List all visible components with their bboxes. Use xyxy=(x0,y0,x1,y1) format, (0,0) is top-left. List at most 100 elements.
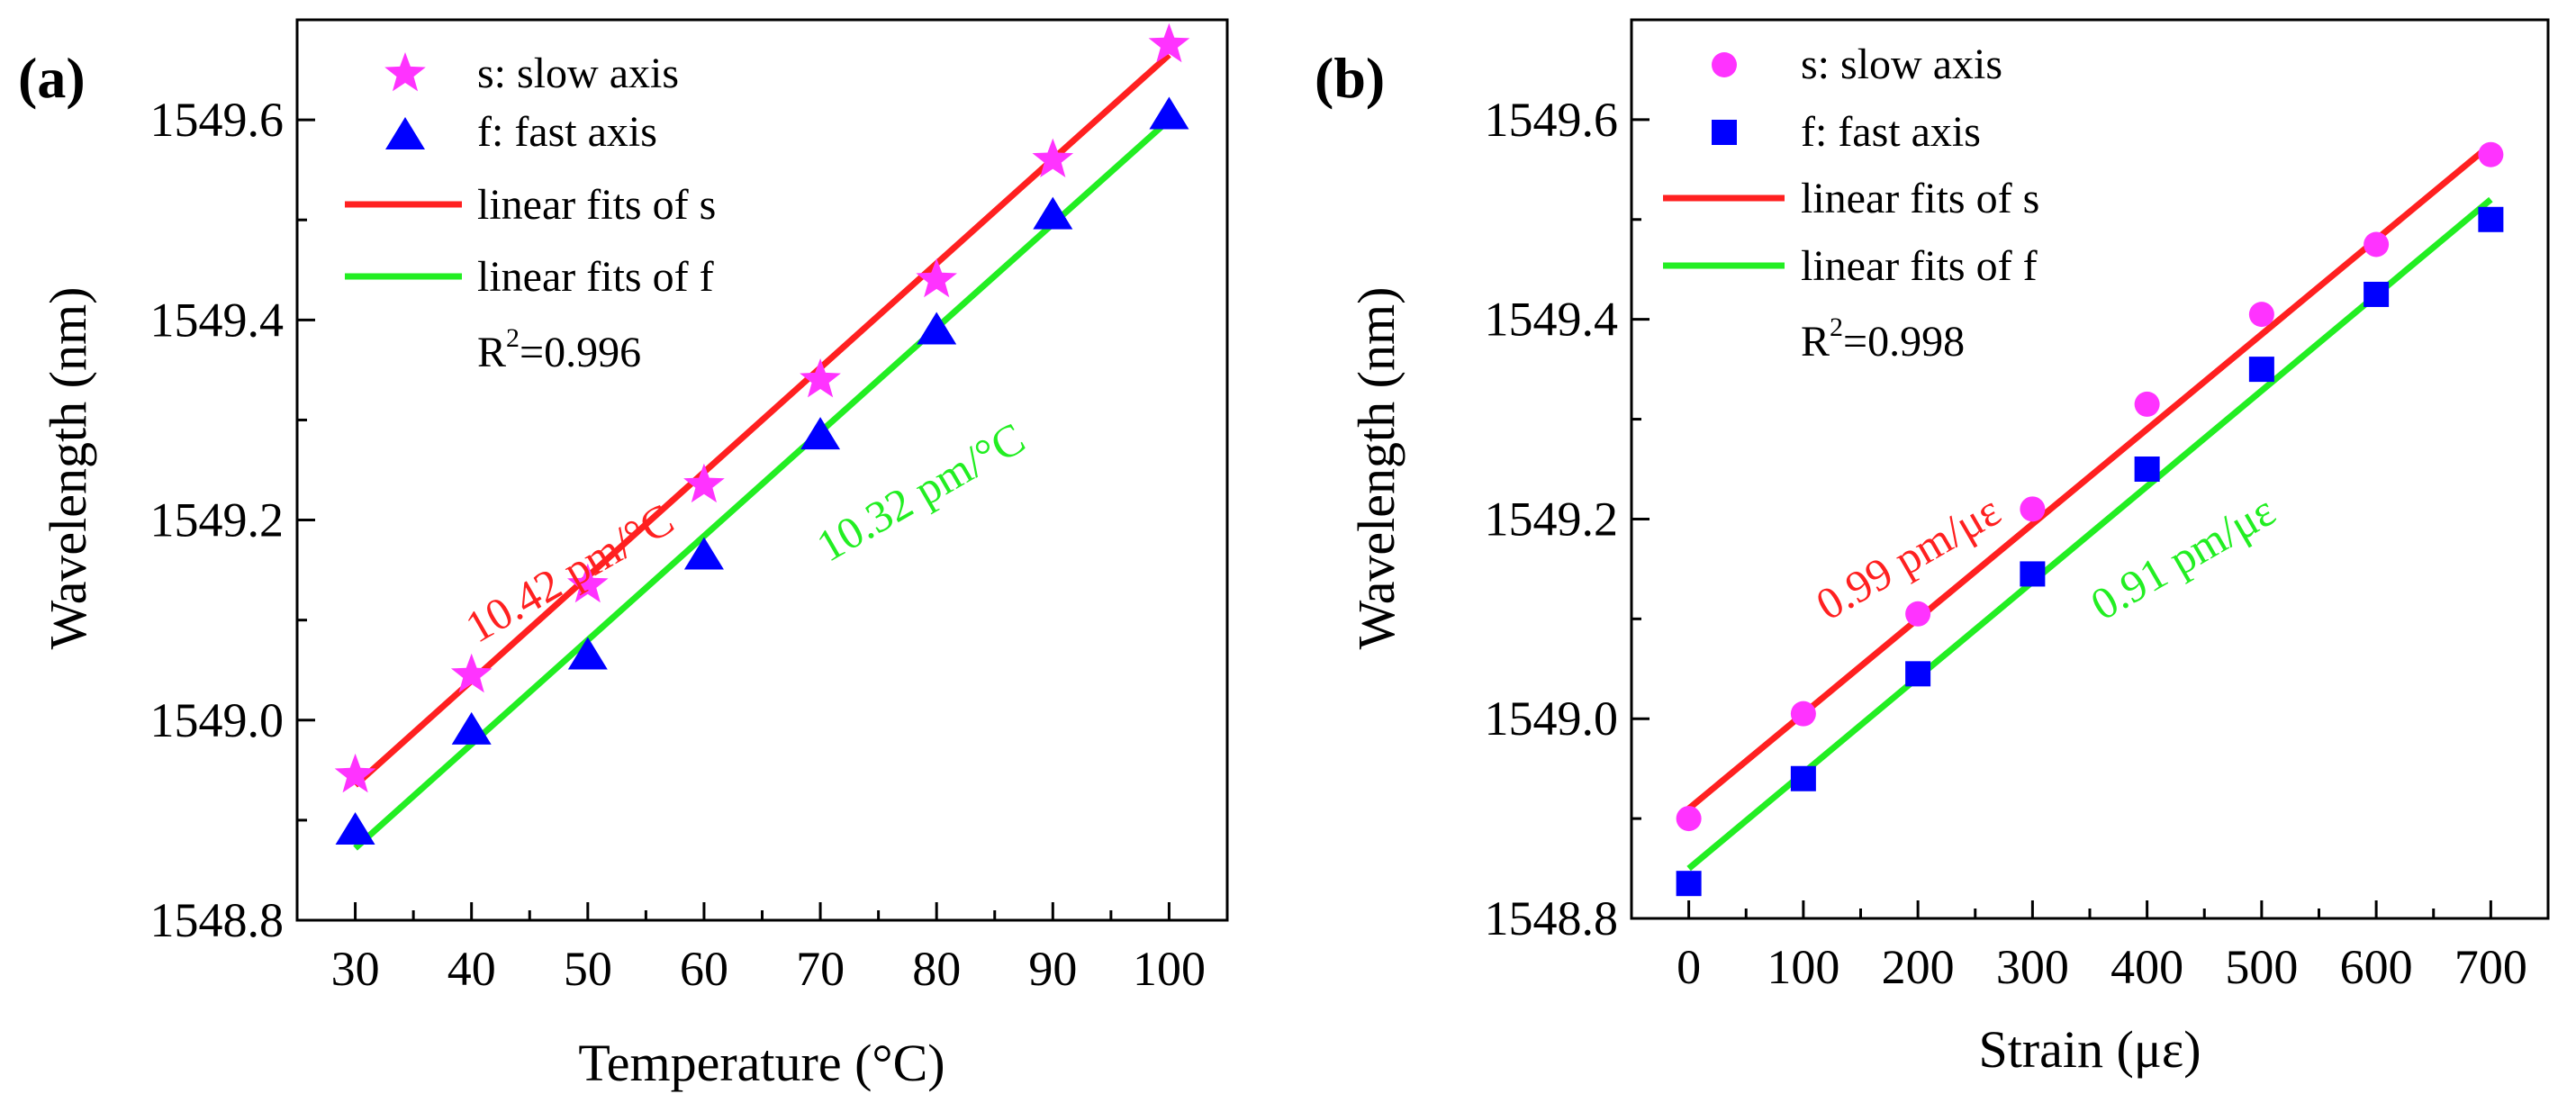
panel-a: (a) 1548.8 1549.0 1549.2 1549.4 1549.6 30 40 5… xyxy=(18,18,1229,1092)
panel-a-y-tick-label: 1549.4 xyxy=(150,293,285,347)
panel-b-fit-line-f xyxy=(1686,196,2493,872)
panel-a-fast-marker xyxy=(567,637,608,670)
panel-b-x-ticks: 0 100 200 300 400 500 600 700 xyxy=(1630,900,2550,994)
panel-b-slow-marker xyxy=(2248,302,2274,328)
panel-b-fast-marker xyxy=(1905,661,1931,687)
panel-a-fast-marker xyxy=(800,417,841,450)
panel-a-slow-marker xyxy=(916,258,957,298)
panel-a-legend: s: slow axis f: fast axis linear fits of… xyxy=(345,50,716,376)
panel-b-y-tick-label: 1548.8 xyxy=(1485,891,1619,945)
panel-b-label: (b) xyxy=(1315,46,1385,110)
panel-b-y-ticks: 1548.8 1549.0 1549.2 1549.4 1549.6 xyxy=(1485,93,1650,945)
panel-a-slow-marker xyxy=(1032,138,1074,177)
panel-a-fit-line-s xyxy=(353,52,1171,788)
panel-a-x-tick-label: 100 xyxy=(1133,942,1206,996)
panel-b-slope-f-annotation: 0.91 pm/με xyxy=(2083,484,2283,629)
panel-a-x-axis-title: Temperature (°C) xyxy=(578,1034,945,1092)
panel-a-x-tick-label: 90 xyxy=(1028,942,1077,996)
panel-b-slow-marker xyxy=(1676,806,1702,832)
panel-a-fast-marker xyxy=(451,711,492,745)
panel-a-slow-marker xyxy=(334,753,376,793)
panel-a-x-tick-label: 70 xyxy=(796,942,845,996)
panel-a-r2-sup: 2 xyxy=(506,323,520,353)
panel-b-x-tick-label: 600 xyxy=(2340,940,2413,994)
panel-a-r2-letter: R xyxy=(477,329,506,376)
panel-b: (b) 1548.8 1549.0 1549.2 1549.4 1549.6 0 100 2… xyxy=(1315,18,2550,1079)
panel-a-legend-slow-marker xyxy=(384,52,426,92)
panel-a-markers xyxy=(334,23,1190,845)
panel-b-x-tick-label: 700 xyxy=(2454,940,2527,994)
panel-b-fast-marker xyxy=(1676,871,1702,897)
panel-a-y-tick-label: 1548.8 xyxy=(150,893,285,947)
panel-b-legend-fit-f-label: linear fits of f xyxy=(1801,242,2038,290)
panel-b-fit-line-s xyxy=(1686,141,2493,811)
panel-a-fast-marker xyxy=(917,312,957,345)
panel-a-slow-marker xyxy=(567,563,609,603)
panel-b-slow-marker xyxy=(2134,391,2160,417)
panel-a-x-tick-label: 50 xyxy=(564,942,612,996)
panel-a-slow-marker xyxy=(450,653,493,693)
panel-b-slow-marker xyxy=(2478,141,2504,167)
panel-a-fast-marker xyxy=(1033,196,1073,230)
panel-b-slow-marker xyxy=(1905,601,1931,627)
panel-b-legend-square-mark xyxy=(1712,120,1737,145)
panel-a-fast-marker xyxy=(683,537,724,570)
panel-a-slow-marker xyxy=(1148,23,1190,63)
panel-a-plot-frame xyxy=(295,18,1229,922)
panel-a-y-ticks: 1548.8 1549.0 1549.2 1549.4 1549.6 xyxy=(150,93,315,947)
panel-a-x-ticks: 30 40 50 60 70 80 90 100 xyxy=(295,902,1229,996)
panel-b-r2: R2=0.998 xyxy=(1801,312,1965,366)
panel-b-x-tick-label: 200 xyxy=(1882,940,1955,994)
panel-b-r2-letter: R xyxy=(1801,318,1830,366)
panel-b-fit-lines xyxy=(1686,141,2493,872)
panel-b-x-tick-label: 400 xyxy=(2111,940,2183,994)
panel-b-legend-fast-marker xyxy=(1712,120,1737,145)
panel-b-slow-marker xyxy=(2020,496,2046,522)
panel-b-slow-marker xyxy=(1790,701,1816,727)
panel-a-r2-value: =0.996 xyxy=(520,329,641,376)
panel-b-legend-fit-s-label: linear fits of s xyxy=(1801,175,2039,222)
panel-b-y-tick-label: 1549.4 xyxy=(1485,293,1619,347)
panel-a-fit-lines xyxy=(353,52,1171,851)
panel-b-fast-marker xyxy=(2364,281,2390,307)
panel-b-fast-marker xyxy=(2020,561,2046,587)
panel-a-slope-s-annotation: 10.42 pm/°C xyxy=(457,493,682,653)
panel-b-fast-marker xyxy=(2248,357,2274,383)
panel-a-legend-fit-f-label: linear fits of f xyxy=(477,253,714,301)
panel-a-x-tick-label: 80 xyxy=(912,942,961,996)
panel-a-legend-star-mark xyxy=(384,52,426,92)
panel-a-x-tick-label: 60 xyxy=(680,942,728,996)
panel-b-x-axis-title: Strain (με) xyxy=(1978,1020,2201,1079)
panel-b-fast-marker xyxy=(2478,206,2504,232)
panel-b-fast-marker xyxy=(2134,457,2160,482)
panel-a-x-tick-label: 40 xyxy=(447,942,496,996)
panel-a-y-tick-label: 1549.2 xyxy=(150,493,285,547)
panel-b-slow-marker xyxy=(2364,231,2390,258)
panel-b-legend-circle-mark xyxy=(1712,52,1737,77)
panel-a-legend-fast-label: f: fast axis xyxy=(477,108,657,156)
panel-a-fast-marker xyxy=(1149,96,1189,130)
panel-b-fast-marker xyxy=(1790,765,1816,791)
panel-b-y-axis-title: Wavelength (nm) xyxy=(1347,287,1406,650)
panel-b-x-tick-label: 100 xyxy=(1767,940,1839,994)
panel-a-legend-fast-marker xyxy=(385,117,425,149)
panel-a-fit-line-f xyxy=(353,117,1171,851)
panel-a-y-tick-label: 1549.0 xyxy=(150,693,285,747)
panel-b-x-tick-label: 500 xyxy=(2225,940,2298,994)
panel-b-legend-fast-label: f: fast axis xyxy=(1801,108,1981,156)
panel-b-y-tick-label: 1549.2 xyxy=(1485,492,1619,546)
panel-a-y-tick-label: 1549.6 xyxy=(150,93,285,147)
panel-a-x-tick-label: 30 xyxy=(331,942,380,996)
panel-a-legend-triangle-mark xyxy=(385,117,425,149)
panel-b-x-tick-label: 300 xyxy=(1996,940,2069,994)
panel-b-r2-sup: 2 xyxy=(1830,312,1843,342)
panel-b-legend-slow-marker xyxy=(1712,52,1737,77)
panel-a-y-axis-title: Wavelength (nm) xyxy=(39,287,97,650)
panel-a-legend-fit-s-label: linear fits of s xyxy=(477,181,716,229)
panel-b-legend-slow-label: s: slow axis xyxy=(1801,41,2002,88)
panel-a-r2: R2=0.996 xyxy=(477,323,641,376)
panel-b-y-tick-label: 1549.6 xyxy=(1485,93,1619,147)
panel-a-legend-slow-label: s: slow axis xyxy=(477,50,679,97)
panel-b-plot-frame xyxy=(1630,18,2550,920)
